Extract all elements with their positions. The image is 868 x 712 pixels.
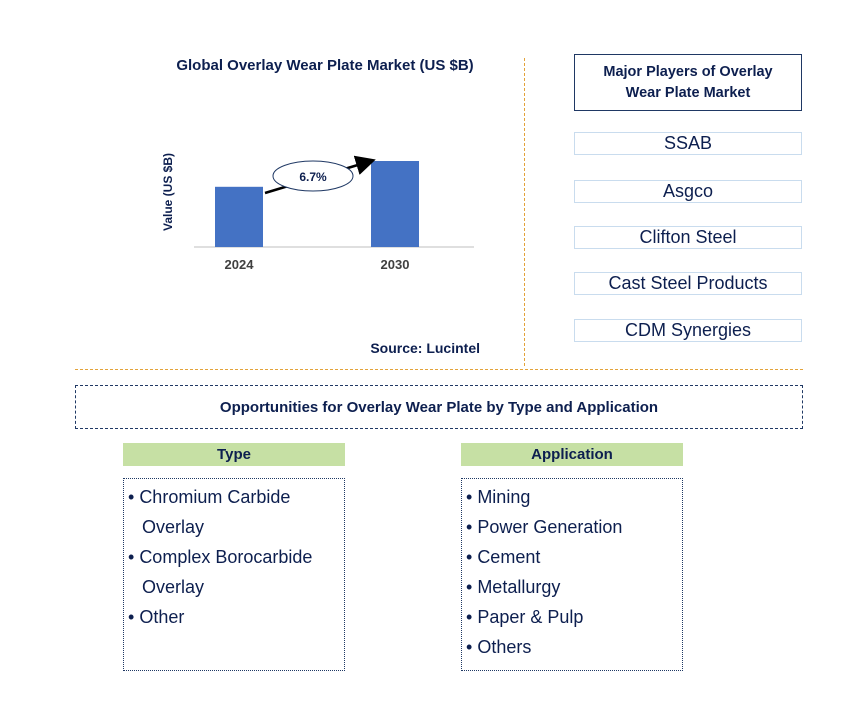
list-item: Complex Borocarbide Overlay: [128, 542, 340, 602]
player-asgco: Asgco: [574, 180, 802, 203]
source-label: Source: Lucintel: [370, 340, 480, 356]
bar-2030: [371, 161, 419, 247]
list-item: Paper & Pulp: [466, 602, 678, 632]
type-header: Type: [123, 443, 345, 466]
player-ssab: SSAB: [574, 132, 802, 155]
list-item: Cement: [466, 542, 678, 572]
opportunities-header: Opportunities for Overlay Wear Plate by …: [75, 385, 803, 429]
application-box: Mining Power Generation Cement Metallurg…: [461, 478, 683, 671]
list-item: Other: [128, 602, 340, 632]
type-list: Chromium Carbide Overlay Complex Borocar…: [128, 482, 340, 632]
cagr-label: 6.7%: [299, 170, 327, 184]
list-item: Others: [466, 632, 678, 662]
bar-2024: [215, 186, 263, 247]
application-list: Mining Power Generation Cement Metallurg…: [466, 482, 678, 662]
horizontal-divider: [75, 369, 803, 370]
cagr-bubble: [272, 160, 354, 192]
application-header: Application: [461, 443, 683, 466]
player-cast-steel-products: Cast Steel Products: [574, 272, 802, 295]
list-item: Metallurgy: [466, 572, 678, 602]
chart-title: Global Overlay Wear Plate Market (US $B): [176, 57, 474, 74]
players-header: Major Players of Overlay Wear Plate Mark…: [574, 54, 802, 111]
vertical-divider: [524, 58, 525, 366]
type-box: Chromium Carbide Overlay Complex Borocar…: [123, 478, 345, 671]
y-axis-label: Value (US $B): [161, 153, 175, 231]
list-item: Chromium Carbide Overlay: [128, 482, 340, 542]
list-item: Power Generation: [466, 512, 678, 542]
x-tick-label-2030: 2030: [381, 257, 410, 272]
player-clifton-steel: Clifton Steel: [574, 226, 802, 249]
bar-chart: Value (US $B) 2024 2030 6.7%: [161, 153, 474, 272]
x-tick-label-2024: 2024: [225, 257, 255, 272]
player-cdm-synergies: CDM Synergies: [574, 319, 802, 342]
list-item: Mining: [466, 482, 678, 512]
